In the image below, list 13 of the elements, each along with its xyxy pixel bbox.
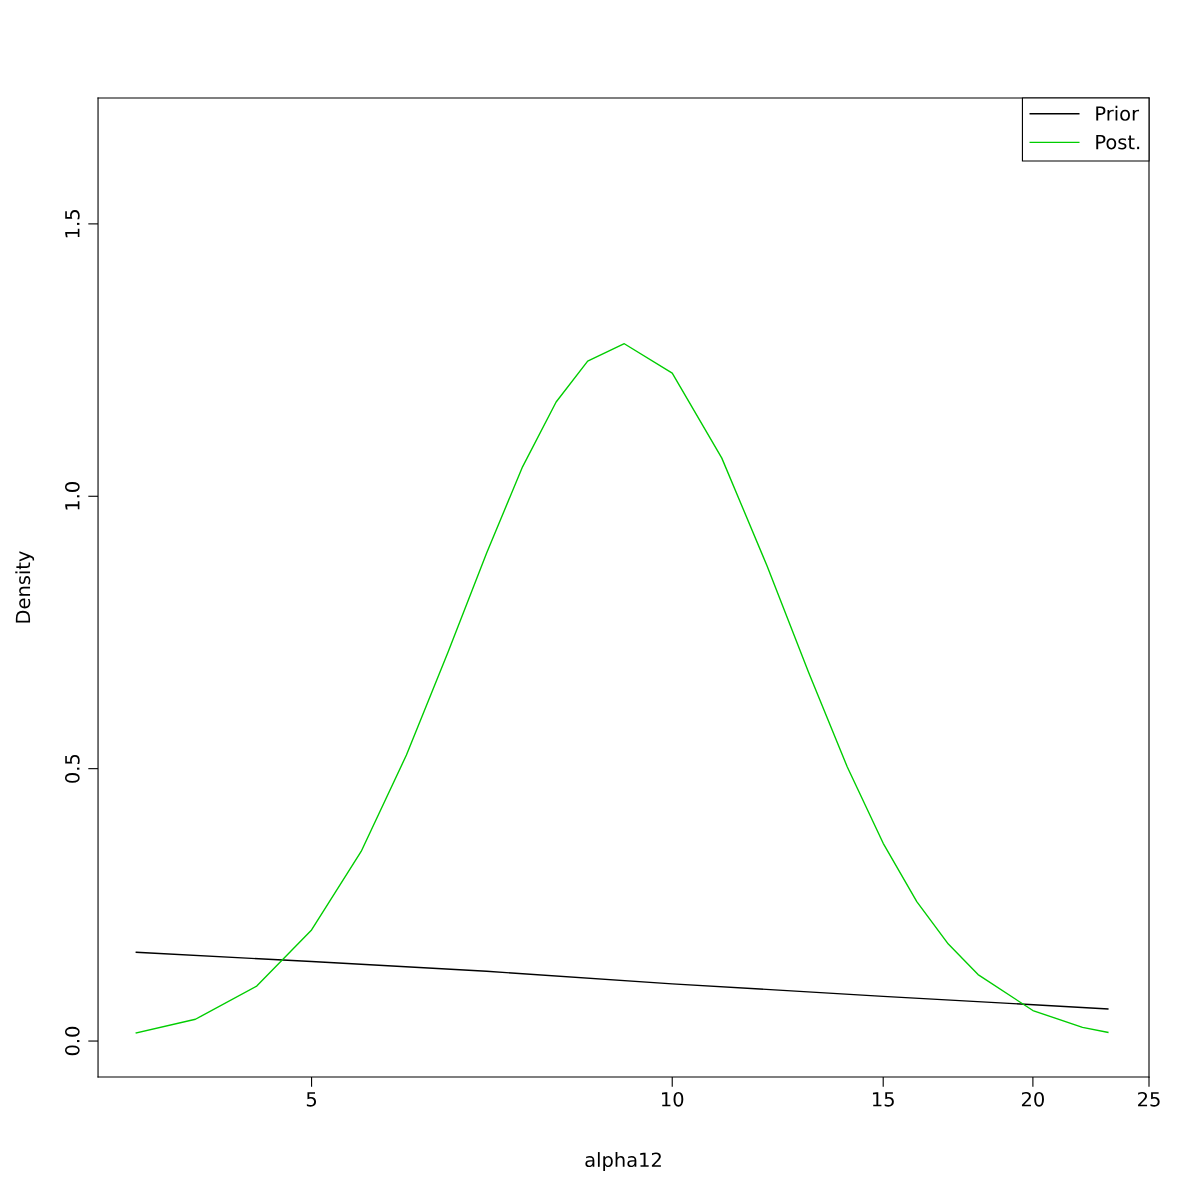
x-tick-label: 25 xyxy=(1138,1091,1160,1107)
legend-label: Prior xyxy=(1096,105,1140,121)
y-tick-label: 1.0 xyxy=(64,482,80,510)
y-tick-label: 1.5 xyxy=(65,210,80,238)
x-tick-label: 20 xyxy=(1021,1091,1044,1107)
x-tick-label: 15 xyxy=(872,1092,894,1107)
y-tick-label: 0.0 xyxy=(64,1026,80,1056)
legend-label: Post. xyxy=(1096,134,1140,150)
x-axis-title: alpha12 xyxy=(585,1152,661,1171)
y-tick-label: 0.5 xyxy=(64,754,80,783)
x-tick-label: 5 xyxy=(306,1092,317,1107)
x-tick-label: 10 xyxy=(662,1091,684,1107)
y-axis-title: Density xyxy=(15,551,35,623)
